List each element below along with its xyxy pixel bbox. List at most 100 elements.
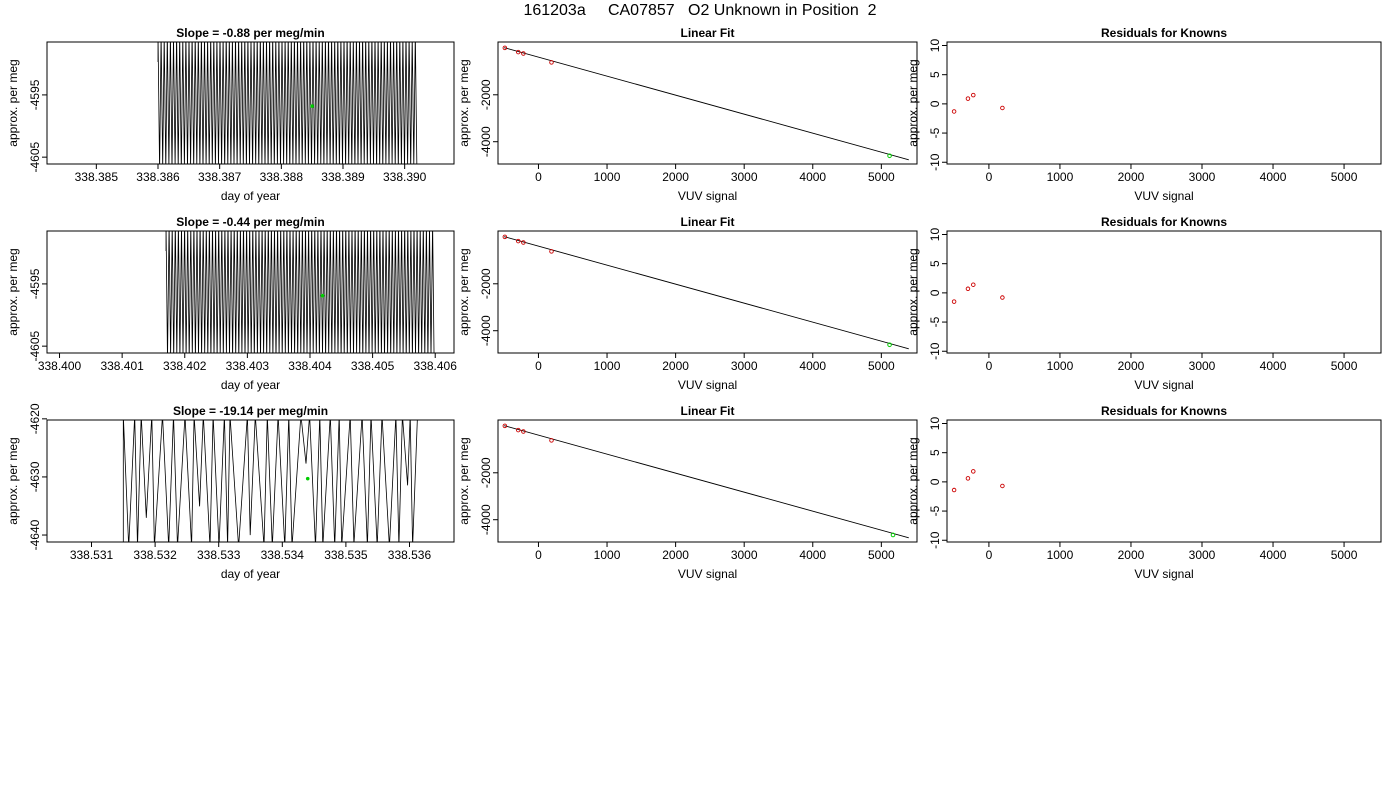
x-tick-label: 5000 xyxy=(868,359,895,373)
residual-point xyxy=(951,109,957,114)
series-line xyxy=(157,42,418,164)
unknown-point xyxy=(890,532,896,538)
plot-frame xyxy=(497,230,918,354)
residual-point xyxy=(965,96,971,101)
y-tick-label: -4605 xyxy=(28,330,42,361)
residual-point xyxy=(965,286,971,292)
known-point xyxy=(502,45,508,51)
y-tick-label: 5 xyxy=(928,260,942,267)
y-tick-label: -4595 xyxy=(28,268,42,299)
y-tick-label: 10 xyxy=(928,39,942,53)
known-point xyxy=(502,234,508,240)
known-point xyxy=(515,49,521,55)
chart-title: Linear Fit xyxy=(680,26,734,40)
x-axis-label: day of year xyxy=(221,378,280,392)
x-tick-label: 2000 xyxy=(1118,359,1145,373)
known-point xyxy=(521,51,526,56)
y-axis-label: approx. per meg xyxy=(6,437,20,524)
x-tick-label: 4000 xyxy=(1260,548,1287,562)
chart-title: Slope = -19.14 per meg/min xyxy=(173,404,328,418)
chart-title: Residuals for Knowns xyxy=(1101,215,1227,229)
x-tick-label: 3000 xyxy=(731,170,758,184)
plot-area xyxy=(165,231,435,353)
x-tick-label: 0 xyxy=(535,359,542,373)
y-tick-label: -2000 xyxy=(479,79,493,110)
x-tick-label: 3000 xyxy=(1189,548,1216,562)
plot-frame xyxy=(46,41,455,165)
unknown-point-marker xyxy=(310,104,314,108)
x-tick-label: 2000 xyxy=(662,548,689,562)
residual-point xyxy=(951,299,957,304)
known-point xyxy=(502,423,508,429)
known-point xyxy=(521,240,526,245)
x-tick-label: 2000 xyxy=(1118,170,1145,184)
y-tick-label: 5 xyxy=(928,449,942,456)
x-tick-label: 338.386 xyxy=(136,170,180,184)
x-tick-label: 5000 xyxy=(868,170,895,184)
plot-frame xyxy=(497,41,918,165)
x-tick-label: 338.390 xyxy=(383,170,427,184)
y-tick-label: -4000 xyxy=(479,126,493,157)
y-tick-label: -4620 xyxy=(28,403,42,434)
x-tick-label: 338.533 xyxy=(197,548,241,562)
y-tick-label: 10 xyxy=(928,228,942,242)
x-tick-label: 4000 xyxy=(799,548,826,562)
y-axis-label: approx. per meg xyxy=(457,248,471,335)
fit-line xyxy=(504,236,909,350)
known-point xyxy=(549,249,554,254)
panel-timeseries-1: Slope = -0.88 per meg/min 338.385 338.386 3… xyxy=(6,26,455,203)
x-tick-label: 1000 xyxy=(1047,548,1074,562)
fit-line xyxy=(504,47,909,161)
x-tick-label: 4000 xyxy=(799,170,826,184)
x-axis-label: VUV signal xyxy=(678,189,737,203)
x-tick-label: 338.531 xyxy=(70,548,114,562)
residual-point xyxy=(971,282,976,287)
x-tick-label: 0 xyxy=(986,170,993,184)
x-tick-label: 5000 xyxy=(1331,548,1358,562)
y-tick-label: 5 xyxy=(928,71,942,78)
x-tick-label: 338.535 xyxy=(324,548,368,562)
x-tick-label: 0 xyxy=(535,170,542,184)
series-line xyxy=(122,420,418,542)
series-line xyxy=(165,231,435,353)
x-tick-label: 5000 xyxy=(1331,170,1358,184)
x-tick-label: 338.400 xyxy=(38,359,82,373)
x-tick-label: 338.403 xyxy=(226,359,270,373)
plot-area xyxy=(951,469,1005,493)
panel-resid-3: Residuals for Knowns 0 1000 2000 3000 4000 500… xyxy=(906,404,1382,581)
plot-frame xyxy=(46,419,455,543)
y-tick-label: 0 xyxy=(928,478,942,485)
x-tick-label: 3000 xyxy=(731,359,758,373)
residual-point xyxy=(971,469,976,474)
x-axis-label: VUV signal xyxy=(1134,189,1193,203)
x-tick-label: 1000 xyxy=(594,359,621,373)
x-tick-label: 338.389 xyxy=(321,170,365,184)
y-axis-label: approx. per meg xyxy=(457,437,471,524)
y-tick-label: -10 xyxy=(928,531,942,549)
unknown-point-marker xyxy=(320,293,325,298)
y-tick-label: -10 xyxy=(928,153,942,171)
chart-title: Residuals for Knowns xyxy=(1101,26,1227,40)
x-tick-label: 338.536 xyxy=(388,548,432,562)
x-tick-label: 338.387 xyxy=(198,170,242,184)
known-point xyxy=(521,429,526,434)
residual-point xyxy=(1000,483,1005,489)
y-axis-label: approx. per meg xyxy=(457,59,471,146)
plot-area xyxy=(951,282,1005,304)
x-tick-label: 1000 xyxy=(594,548,621,562)
x-tick-label: 1000 xyxy=(594,170,621,184)
plot-area xyxy=(502,423,909,539)
x-tick-label: 5000 xyxy=(868,548,895,562)
unknown-point-marker xyxy=(305,476,310,481)
panel-timeseries-3: Slope = -19.14 per meg/min 338.531 338.532… xyxy=(6,403,455,581)
y-tick-label: -4630 xyxy=(28,461,42,492)
y-tick-label: -4640 xyxy=(28,519,42,550)
chart-title: Slope = -0.44 per meg/min xyxy=(176,215,324,229)
residual-point xyxy=(951,487,957,493)
x-tick-label: 0 xyxy=(986,548,993,562)
plot-frame xyxy=(946,419,1382,543)
x-tick-label: 338.402 xyxy=(163,359,207,373)
x-tick-label: 0 xyxy=(535,548,542,562)
x-axis-label: day of year xyxy=(221,189,280,203)
